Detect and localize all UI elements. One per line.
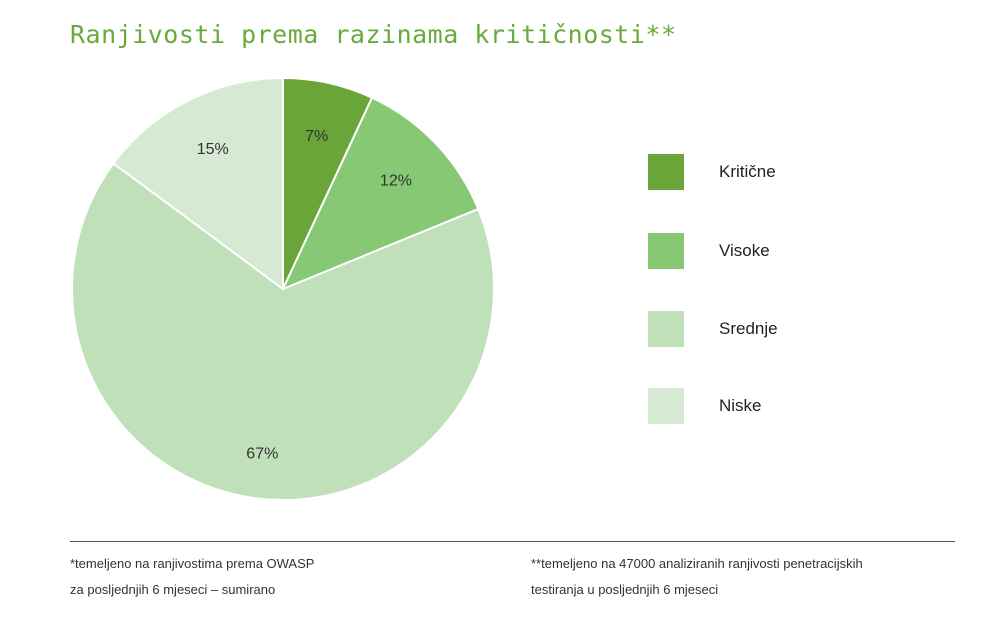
footnote-line: za posljednjih 6 mjeseci – sumirano bbox=[70, 582, 276, 597]
footnote-line: **temeljeno na 47000 analiziranih ranjiv… bbox=[531, 556, 863, 571]
footnote-line: *temeljeno na ranjivostima prema OWASP bbox=[70, 556, 315, 571]
legend-label: Visoke bbox=[719, 241, 770, 260]
legend-swatch bbox=[648, 233, 684, 269]
pie-slice-srednje bbox=[71, 161, 495, 501]
footnote-owasp: *temeljeno na ranjivostima prema OWASP z… bbox=[70, 551, 314, 603]
pie-value-label: 12% bbox=[380, 172, 412, 189]
legend-swatch bbox=[648, 311, 684, 347]
legend-item-kriticne: Kritične bbox=[648, 154, 776, 190]
pie-value-label: 7% bbox=[305, 128, 328, 145]
footnote-pentest: **temeljeno na 47000 analiziranih ranjiv… bbox=[531, 551, 863, 603]
legend-label: Kritične bbox=[719, 162, 776, 181]
legend-item-srednje: Srednje bbox=[648, 311, 778, 347]
footnote-line: testiranja u posljednjih 6 mjeseci bbox=[531, 582, 719, 597]
pie-slice-visoke bbox=[281, 96, 480, 291]
legend-label: Srednje bbox=[719, 319, 778, 338]
pie-slice-niske bbox=[112, 76, 284, 291]
pie-value-label: 67% bbox=[246, 446, 278, 463]
chart-title: Ranjivosti prema razinama kritičnosti** bbox=[70, 20, 677, 49]
legend-item-visoke: Visoke bbox=[648, 233, 770, 269]
legend-swatch bbox=[648, 388, 684, 424]
legend-item-niske: Niske bbox=[648, 388, 762, 424]
legend-swatch bbox=[648, 154, 684, 190]
footer-divider bbox=[70, 541, 955, 542]
pie-value-label: 15% bbox=[197, 141, 229, 158]
legend-label: Niske bbox=[719, 396, 762, 415]
